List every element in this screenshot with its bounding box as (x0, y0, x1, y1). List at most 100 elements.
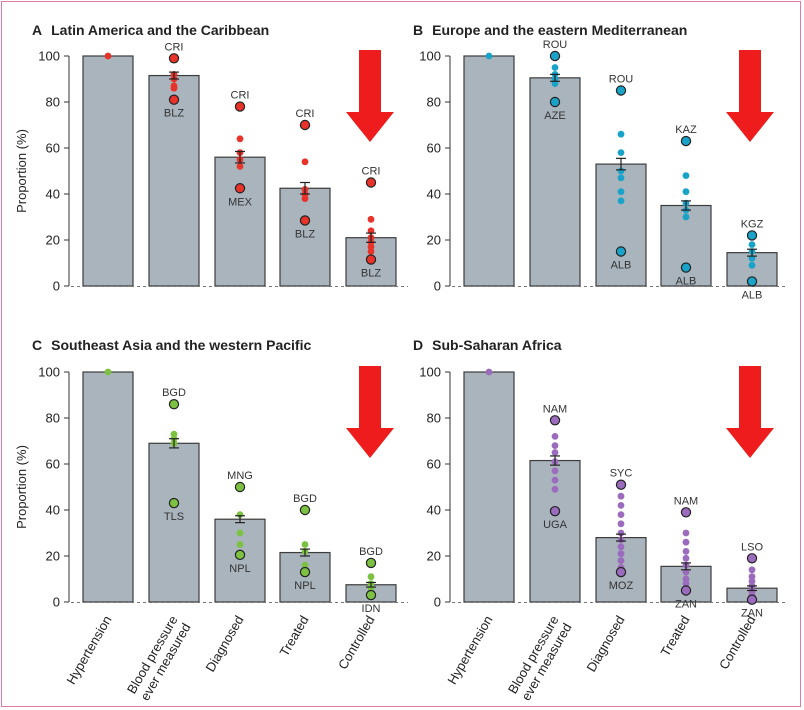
country-label: MOZ (609, 580, 634, 592)
y-tick-label: 100 (38, 365, 60, 380)
data-point (748, 566, 756, 574)
bar (529, 459, 581, 603)
y-tick-label: 60 (46, 457, 60, 472)
y-tick-label: 0 (53, 595, 60, 610)
highlight-point (549, 96, 561, 108)
y-axis-label: Proportion (%) (14, 445, 29, 529)
category-label-line: Treated (657, 613, 692, 659)
highlight-point (746, 276, 758, 287)
highlight-point (168, 399, 180, 410)
highlight-point (680, 135, 692, 147)
country-label: AZE (544, 110, 565, 122)
country-label: BLZ (295, 228, 315, 240)
panel-letter: C (32, 337, 42, 353)
highlight-point (234, 183, 246, 194)
data-point (367, 215, 375, 223)
y-tick-label: 20 (46, 549, 60, 564)
y-tick-label: 100 (419, 365, 441, 380)
category-label-line: Controlled (335, 613, 378, 672)
down-arrow (726, 366, 774, 458)
category-label: Controlled (716, 613, 759, 672)
category-label: Blood pressureever measured (505, 613, 575, 704)
category-label: Diagnosed (203, 613, 247, 674)
data-point (236, 529, 244, 537)
bar (148, 442, 200, 603)
data-point (551, 442, 559, 449)
y-axis-label: Proportion (%) (14, 129, 29, 213)
data-point (617, 130, 625, 138)
highlight-point (746, 553, 758, 564)
down-arrow (346, 366, 394, 458)
country-label: ALB (742, 289, 763, 301)
y-tick-label: 80 (427, 95, 441, 110)
y-tick-label: 40 (46, 187, 60, 202)
country-label: BGD (293, 493, 317, 505)
country-label: BLZ (164, 108, 184, 120)
category-label-line: Hypertension (63, 613, 114, 687)
country-label: IDN (362, 603, 381, 615)
y-tick-label: 80 (46, 411, 60, 426)
country-label: CRI (362, 166, 381, 178)
panel-d: D Sub-Saharan Africa 0 20 40 60 80 100 NAM UGA SYC… (413, 337, 787, 704)
highlight-point (365, 177, 377, 188)
y-tick-label: 80 (427, 411, 441, 426)
bar (82, 371, 134, 603)
y-tick-label: 0 (434, 595, 441, 610)
bar (463, 371, 515, 603)
highlight-point (299, 566, 311, 578)
data-point (682, 580, 690, 587)
highlight-point (549, 505, 561, 517)
country-label: NPL (294, 580, 315, 592)
data-point (682, 538, 690, 546)
y-tick-label: 20 (427, 233, 441, 248)
panel-title-text: Latin America and the Caribbean (51, 22, 269, 38)
country-label: BGD (359, 546, 383, 558)
highlight-point (615, 566, 627, 578)
data-point (301, 158, 309, 166)
country-label: TLS (164, 511, 184, 523)
y-tick-label: 60 (46, 141, 60, 156)
category-label: Controlled (335, 613, 378, 672)
highlight-point (168, 53, 180, 64)
data-point (236, 541, 244, 548)
data-point (301, 541, 309, 548)
panel-title-text: Southeast Asia and the western Pacific (51, 337, 311, 353)
data-point (301, 195, 309, 203)
panel-letter: A (32, 22, 42, 38)
data-point (551, 476, 559, 484)
y-tick-label: 40 (46, 503, 60, 518)
panel-a: A Latin America and the Caribbean 0 20 40 60 8… (14, 22, 408, 294)
country-label: BLZ (361, 268, 381, 280)
y-tick-label: 0 (434, 279, 441, 294)
data-point (617, 174, 625, 182)
highlight-point (299, 215, 311, 226)
data-point (682, 529, 690, 537)
data-point (617, 188, 625, 196)
data-point (485, 52, 493, 60)
y-tick-label: 20 (46, 233, 60, 248)
highlight-point (234, 101, 246, 112)
data-point (551, 449, 559, 456)
data-point (617, 550, 625, 558)
panel-title-text: Sub-Saharan Africa (432, 337, 562, 353)
highlight-point (615, 479, 627, 490)
country-label: KGZ (741, 218, 764, 230)
data-point (617, 543, 625, 551)
panel-title: C Southeast Asia and the western Pacific (32, 337, 311, 353)
country-label: CRI (165, 41, 184, 53)
highlight-point (168, 497, 180, 509)
panel-c: C Southeast Asia and the western Pacific 0… (14, 337, 408, 704)
highlight-point (746, 230, 758, 241)
panel-letter: B (413, 22, 423, 38)
data-point (682, 548, 690, 555)
bar (82, 55, 134, 287)
y-tick-label: 60 (427, 141, 441, 156)
data-point (551, 485, 559, 493)
data-point (170, 84, 178, 92)
highlight-point (680, 585, 692, 596)
category-label: Blood pressureever measured (124, 613, 194, 704)
country-label: ZAN (675, 599, 697, 611)
data-point (236, 163, 244, 170)
category-label: Hypertension (444, 613, 495, 687)
